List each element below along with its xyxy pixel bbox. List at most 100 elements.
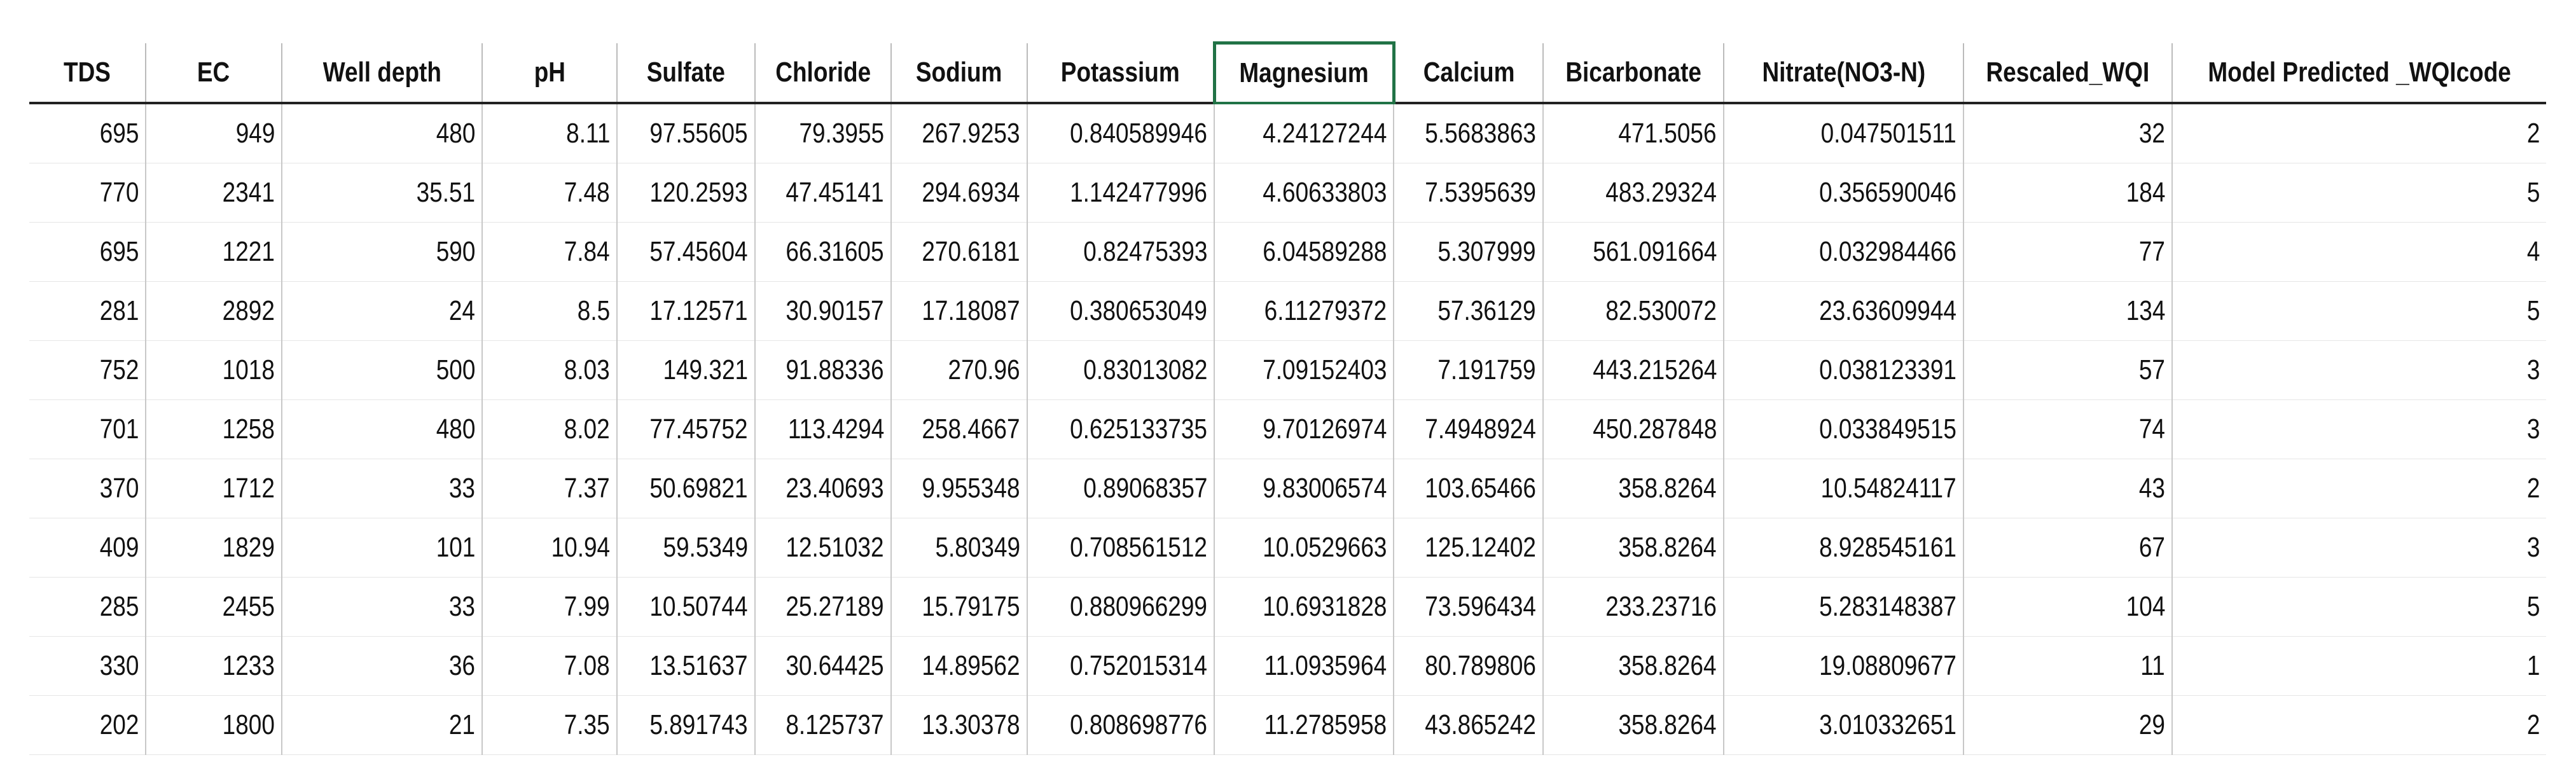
table-cell-text: 8.5 <box>577 295 610 326</box>
table-cell: 1258 <box>145 399 282 459</box>
table-cell: 330 <box>29 636 146 696</box>
table-cell: 0.808698776 <box>1027 695 1214 755</box>
table-cell: 104 <box>1963 577 2172 637</box>
table-cell-text: 0.752015314 <box>1070 650 1207 681</box>
table-cell: 1 <box>2171 636 2547 696</box>
table-cell-text: 6.04589288 <box>1262 236 1387 267</box>
column-header-text: Sulfate <box>646 56 726 88</box>
table-cell: 10.6931828 <box>1214 577 1394 637</box>
column-header: Well depth <box>281 43 482 104</box>
table-cell: 4.60633803 <box>1214 163 1394 223</box>
table-cell-text: 7.99 <box>564 591 610 622</box>
table-cell-text: 77.45752 <box>649 413 748 445</box>
table-cell: 17.12571 <box>616 281 755 341</box>
table-cell: 2 <box>2171 695 2547 755</box>
table-cell: 77 <box>1963 222 2172 282</box>
table-cell: 57.36129 <box>1393 281 1543 341</box>
column-header: Chloride <box>754 43 891 104</box>
table-cell-text: 0.840589946 <box>1070 118 1207 149</box>
table-cell-text: 57.36129 <box>1437 295 1536 326</box>
column-header: Sodium <box>890 43 1027 104</box>
table-cell-text: 8.928545161 <box>1819 532 1956 563</box>
table-row: 770 2341 35.51 7.48 120.2593 47.45141 294.6934… <box>29 163 2547 223</box>
table-cell: 483.29324 <box>1542 163 1724 223</box>
table-cell-text: 233.23716 <box>1605 591 1717 622</box>
table-cell-text: 409 <box>99 532 139 563</box>
table-cell: 2341 <box>145 163 282 223</box>
table-cell-text: 32 <box>2138 118 2165 149</box>
table-cell: 0.033849515 <box>1723 399 1963 459</box>
table-cell: 7.99 <box>481 577 617 637</box>
table-row: 330 1233 36 7.08 13.51637 30.64425 14.89562 0.7… <box>29 636 2547 696</box>
table-cell: 7.84 <box>481 222 617 282</box>
table-cell-text: 3.010332651 <box>1819 709 1956 740</box>
table-cell-text: 43 <box>2138 473 2165 504</box>
table-cell: 97.55605 <box>616 103 755 163</box>
table-cell: 5.80349 <box>890 518 1027 578</box>
table-cell: 43 <box>1963 459 2172 518</box>
table-cell-text: 1258 <box>222 413 275 445</box>
table-cell-text: 113.4294 <box>787 413 884 445</box>
table-cell: 2455 <box>145 577 282 637</box>
column-header: Potassium <box>1027 43 1214 104</box>
table-cell-text: 134 <box>2126 295 2165 326</box>
table-cell-text: 2 <box>2526 118 2540 149</box>
table-cell: 7.4948924 <box>1393 399 1543 459</box>
table-cell-text: 91.88336 <box>786 354 884 385</box>
table-cell-text: 770 <box>99 177 139 208</box>
table-cell: 358.8264 <box>1542 695 1724 755</box>
table-cell-text: 30.64425 <box>786 650 884 681</box>
table-cell: 23.40693 <box>754 459 891 518</box>
table-cell-text: 1221 <box>222 236 275 267</box>
table-cell: 5.891743 <box>616 695 755 755</box>
table-cell: 7.08 <box>481 636 617 696</box>
table-cell-text: 9.955348 <box>922 473 1020 504</box>
table-cell: 7.09152403 <box>1214 340 1394 400</box>
table-cell: 125.12402 <box>1393 518 1543 578</box>
table-cell: 5.283148387 <box>1723 577 1963 637</box>
table-cell-text: 184 <box>2126 177 2165 208</box>
table-cell-text: 11 <box>2140 650 2165 681</box>
table-cell-text: 13.51637 <box>649 650 748 681</box>
table-cell: 11.2785958 <box>1214 695 1394 755</box>
table-cell: 10.54824117 <box>1723 459 1963 518</box>
column-header: Rescaled_WQI <box>1963 43 2172 104</box>
table-cell: 120.2593 <box>616 163 755 223</box>
table-cell-text: 66.31605 <box>786 236 884 267</box>
table-cell: 500 <box>281 340 482 400</box>
table-cell-text: 77 <box>2138 236 2165 267</box>
table-cell-text: 0.038123391 <box>1819 354 1956 385</box>
table-row: 281 2892 24 8.5 17.12571 30.90157 17.18087 0.38… <box>29 281 2547 341</box>
table-cell: 149.321 <box>616 340 755 400</box>
table-cell-text: 5.5683863 <box>1425 118 1536 149</box>
table-cell: 9.955348 <box>890 459 1027 518</box>
table-cell-text: 0.032984466 <box>1819 236 1956 267</box>
table-cell: 0.83013082 <box>1027 340 1214 400</box>
column-header: EC <box>145 43 282 104</box>
column-header-text: Rescaled_WQI <box>1986 56 2150 88</box>
table-cell-text: 8.11 <box>565 118 610 149</box>
table-row: 285 2455 33 7.99 10.50744 25.27189 15.79175 0.8… <box>29 577 2547 637</box>
table-cell-text: 14.89562 <box>922 650 1020 681</box>
table-cell-text: 695 <box>99 118 139 149</box>
table-cell: 0.380653049 <box>1027 281 1214 341</box>
table-cell-text: 281 <box>99 295 139 326</box>
table-cell-text: 358.8264 <box>1618 650 1717 681</box>
table-cell: 13.30378 <box>890 695 1027 755</box>
table-cell: 695 <box>29 103 146 163</box>
table-cell-text: 82.530072 <box>1605 295 1717 326</box>
column-header-text: EC <box>197 56 230 88</box>
table-cell-text: 4.24127244 <box>1262 118 1387 149</box>
table-cell-text: 23.63609944 <box>1819 295 1956 326</box>
table-cell: 17.18087 <box>890 281 1027 341</box>
table-cell-text: 2 <box>2526 709 2540 740</box>
table-cell-text: 57 <box>2138 354 2165 385</box>
table-cell-text: 13.30378 <box>922 709 1020 740</box>
table-cell: 101 <box>281 518 482 578</box>
table-cell: 6.04589288 <box>1214 222 1394 282</box>
table-cell-text: 50.69821 <box>649 473 748 504</box>
table-cell: 19.08809677 <box>1723 636 1963 696</box>
table-cell: 561.091664 <box>1542 222 1724 282</box>
table-cell: 949 <box>145 103 282 163</box>
